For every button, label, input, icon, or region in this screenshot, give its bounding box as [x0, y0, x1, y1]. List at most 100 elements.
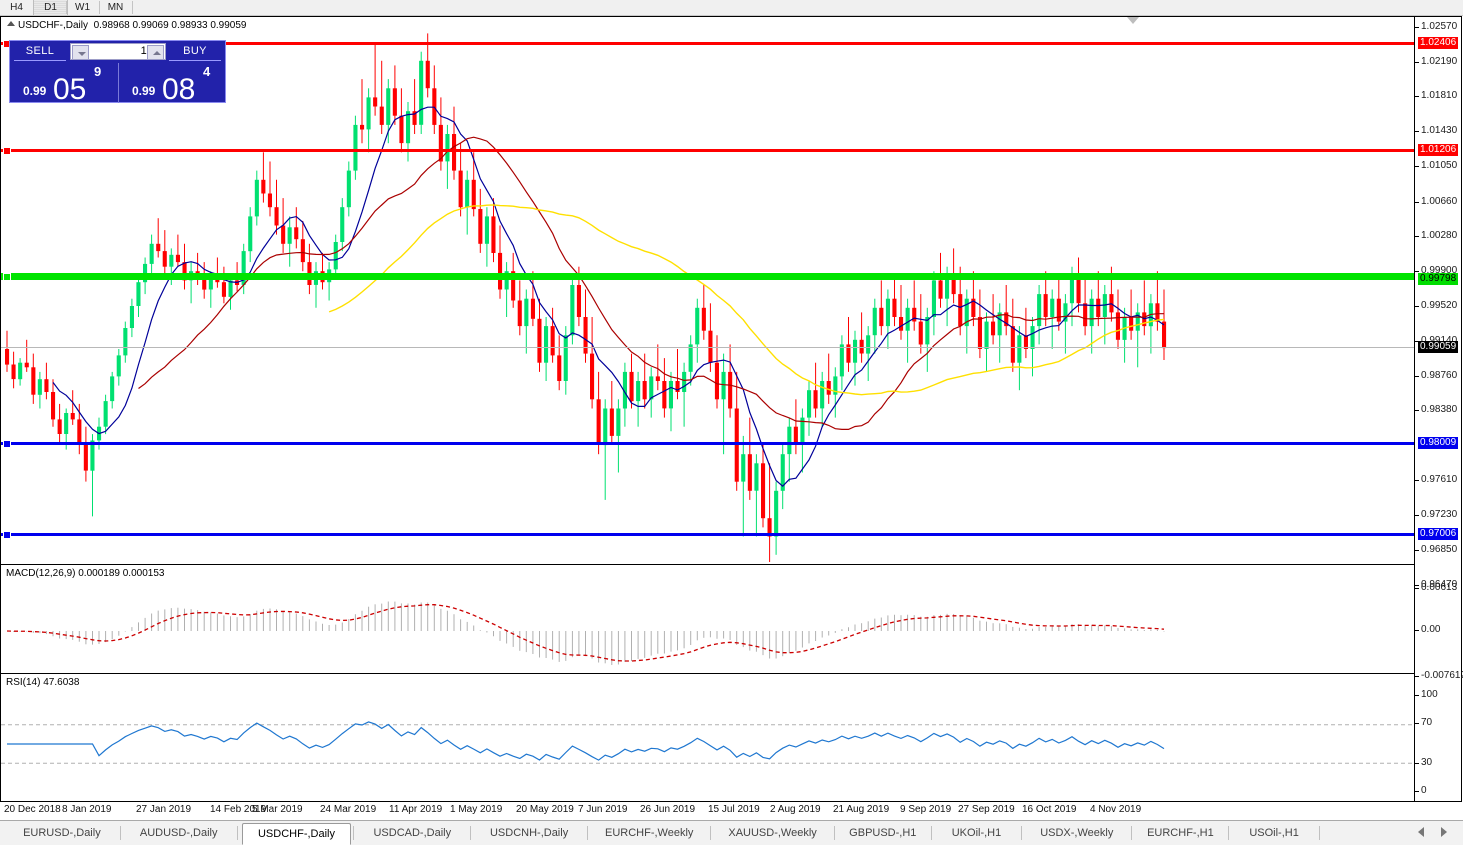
symbol-tab-usdcnh[interactable]: USDCNH-,Daily: [489, 827, 569, 839]
buy-price-display[interactable]: 0.99 08 4: [120, 63, 225, 105]
tab-separator: [587, 826, 588, 840]
price-marker-0.98009: 0.98009: [1418, 437, 1459, 449]
level-line-resistance-2[interactable]: [1, 149, 1415, 152]
tab-separator: [1228, 826, 1230, 840]
symbol-tab-usoil[interactable]: USOil-,H1: [1249, 827, 1299, 839]
tab-separator: [353, 826, 355, 840]
scale-tick: [1415, 515, 1419, 516]
timeframe-bar: H4 D1 W1 MN: [0, 0, 1463, 16]
scale-tick: [1415, 62, 1419, 63]
scale-tick-label: -0.007612: [1421, 670, 1463, 681]
scale-tick: [1415, 763, 1419, 764]
scale-tick: [1415, 376, 1419, 377]
candlestick-plot: [5, 33, 1167, 562]
scale-tick-label: 0.99520: [1421, 300, 1458, 311]
symbol-tab-usdcad[interactable]: USDCAD-,Daily: [373, 827, 452, 839]
chart-frame: USDCHF-,Daily 0.98968 0.99069 0.98933 0.…: [0, 16, 1463, 802]
scale-tick: [1415, 341, 1419, 342]
level-line-support-2[interactable]: [1, 533, 1415, 536]
level-line-pivot[interactable]: [1, 273, 1415, 280]
rsi-pane[interactable]: [1, 673, 1415, 785]
symbol-tab-eurusd[interactable]: EURUSD-,Daily: [23, 827, 101, 839]
tab-separator: [833, 826, 835, 840]
scale-tick: [1415, 202, 1419, 203]
price-marker-0.97006: 0.97006: [1418, 528, 1459, 540]
level-anchor-resistance-2[interactable]: [3, 147, 11, 155]
level-anchor-support-2[interactable]: [3, 531, 11, 539]
price-pane[interactable]: [1, 17, 1415, 562]
chevron-down-icon: [78, 52, 86, 56]
scale-tick-label: 0.99140: [1421, 336, 1457, 346]
scale-tick-label: 1.00280: [1421, 230, 1458, 241]
sell-price-prefix: 0.99: [23, 84, 47, 98]
tab-scroll-right-icon[interactable]: [1441, 827, 1447, 837]
date-label: 7 Jun 2019: [578, 804, 628, 815]
volume-increment-button[interactable]: [147, 45, 164, 60]
date-label: 26 Jun 2019: [640, 804, 696, 815]
scale-tick: [1415, 585, 1419, 586]
chart-scroll-chevron-icon[interactable]: [1127, 17, 1139, 24]
date-axis[interactable]: 20 Dec 2018 8 Jan 2019 27 Jan 2019 14 Feb 2…: [0, 803, 1462, 819]
buy-button[interactable]: BUY: [169, 43, 221, 61]
timeframe-w1[interactable]: W1: [75, 2, 90, 13]
scale-tick: [1415, 306, 1419, 307]
price-scale[interactable]: 1.02570 1.02190 1.01810 1.01430 1.01050 1.006…: [1414, 17, 1463, 801]
date-label: 24 Mar 2019: [320, 804, 377, 815]
symbol-tab-ukoil[interactable]: UKOil-,H1: [951, 827, 1002, 839]
symbol-tab-bar: EURUSD-,Daily AUDUSD-,Daily USDCHF-,Daily U…: [0, 820, 1463, 845]
volume-decrement-button[interactable]: [72, 45, 89, 60]
symbol-tab-usdchf[interactable]: USDCHF-,Daily: [241, 823, 352, 845]
scale-tick: [1415, 410, 1419, 411]
tab-separator: [710, 826, 712, 840]
volume-input[interactable]: 1.00: [70, 43, 166, 60]
scale-tick-label: 1.01050: [1421, 160, 1458, 171]
tab-separator: [470, 826, 472, 840]
rsi-label: RSI(14) 47.6038: [6, 677, 80, 688]
timeframe-mn[interactable]: MN: [107, 2, 124, 13]
sell-button[interactable]: SELL: [14, 43, 66, 61]
date-label: 11 Apr 2019: [389, 804, 443, 815]
sell-price-display[interactable]: 0.99 05 9: [11, 63, 119, 105]
price-marker-1.01206: 1.01206: [1418, 144, 1459, 156]
symbol-tab-usdx[interactable]: USDX-,Weekly: [1040, 827, 1114, 839]
tab-separator: [236, 826, 238, 840]
chevron-up-icon: [153, 51, 161, 55]
macd-pane[interactable]: [1, 564, 1415, 672]
symbol-tab-eurchf[interactable]: EURCHF-,H1: [1147, 827, 1214, 839]
date-label: 27 Jan 2019: [136, 804, 192, 815]
level-line-support-1[interactable]: [1, 442, 1415, 445]
level-anchor-pivot[interactable]: [3, 273, 11, 281]
symbol-tab-audusd[interactable]: AUDUSD-,Daily: [139, 827, 218, 839]
date-label: 15 Jul 2019: [708, 804, 760, 815]
symbol-tab-gbpusd[interactable]: GBPUSD-,H1: [849, 827, 917, 839]
scale-tick-label: 1.02190: [1421, 56, 1458, 67]
symbol-tab-xauusd[interactable]: XAUUSD-,Weekly: [728, 827, 817, 839]
level-anchor-support-1[interactable]: [3, 440, 11, 448]
rsi-plot: [1, 721, 1415, 764]
symbol-tab-eurchf[interactable]: EURCHF-,Weekly: [604, 827, 694, 839]
scale-tick: [1415, 96, 1419, 97]
timeframe-separator: [99, 1, 100, 14]
scale-tick: [1415, 271, 1419, 272]
timeframe-separator: [132, 1, 133, 14]
scale-tick-label: 0.97230: [1421, 509, 1458, 520]
macd-label: MACD(12,26,9) 0.000189 0.000153: [6, 568, 165, 579]
scale-tick-label: 1.00660: [1421, 196, 1458, 207]
scale-tick-label: 1.01810: [1421, 90, 1458, 101]
tab-scroll-left-icon[interactable]: [1418, 827, 1424, 837]
tab-separator: [930, 826, 932, 840]
scale-tick-label: 0.96470: [1421, 579, 1458, 590]
collapse-triangle-icon[interactable]: [7, 21, 15, 26]
scale-tick-label: 70: [1421, 717, 1433, 728]
timeframe-d1[interactable]: D1: [33, 0, 68, 15]
sell-price-pipette: 9: [94, 64, 102, 79]
scale-tick-label: 0.98760: [1421, 370, 1458, 381]
scale-tick: [1415, 695, 1419, 696]
scale-tick-label: 0.96850: [1421, 544, 1458, 555]
level-line-resistance-1[interactable]: [1, 42, 1415, 45]
price-marker-0.99798: 0.99798: [1418, 273, 1459, 285]
chart-title-bar: USDCHF-,Daily 0.98968 0.99069 0.98933 0.…: [7, 20, 247, 31]
tab-separator: [1131, 826, 1133, 840]
buy-price-prefix: 0.99: [132, 84, 156, 98]
timeframe-h4[interactable]: H4: [10, 2, 23, 13]
